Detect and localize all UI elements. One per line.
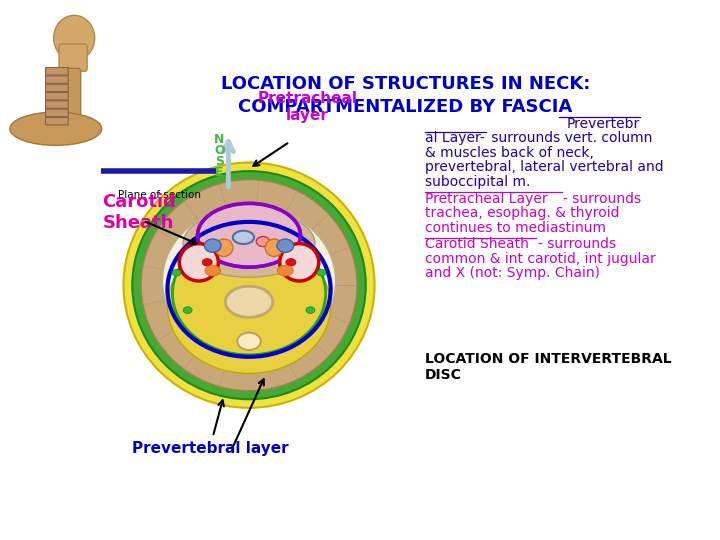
Ellipse shape — [197, 204, 300, 267]
Text: Carotid
Sheath: Carotid Sheath — [102, 193, 176, 232]
Text: - surrounds: - surrounds — [538, 238, 616, 251]
Text: prevertebral, lateral vertebral and: prevertebral, lateral vertebral and — [425, 160, 663, 174]
Ellipse shape — [225, 286, 273, 318]
Text: & muscles back of neck,: & muscles back of neck, — [425, 146, 594, 160]
Ellipse shape — [280, 244, 319, 281]
Text: COMPARTMENTALIZED BY FASCIA: COMPARTMENTALIZED BY FASCIA — [238, 98, 572, 116]
Text: continues to mediastinum: continues to mediastinum — [425, 221, 606, 235]
Ellipse shape — [277, 265, 293, 276]
Text: - surrounds: - surrounds — [562, 192, 641, 206]
Ellipse shape — [183, 210, 315, 278]
Text: al Layer-: al Layer- — [425, 131, 485, 145]
Ellipse shape — [10, 112, 102, 145]
Ellipse shape — [202, 259, 212, 266]
FancyBboxPatch shape — [45, 68, 68, 75]
Ellipse shape — [286, 259, 296, 266]
Text: O: O — [214, 144, 225, 157]
Text: Prevertebr: Prevertebr — [567, 117, 639, 131]
Text: trachea, esophag. & thyroid: trachea, esophag. & thyroid — [425, 206, 619, 220]
Ellipse shape — [265, 239, 283, 256]
Text: S: S — [215, 155, 224, 168]
FancyBboxPatch shape — [45, 92, 68, 100]
Ellipse shape — [123, 163, 374, 408]
FancyBboxPatch shape — [45, 109, 68, 117]
FancyBboxPatch shape — [59, 44, 87, 71]
Ellipse shape — [277, 239, 294, 252]
FancyBboxPatch shape — [46, 68, 81, 120]
Ellipse shape — [317, 269, 326, 276]
Ellipse shape — [205, 265, 220, 276]
Ellipse shape — [215, 239, 233, 256]
Text: N: N — [215, 133, 225, 146]
Text: Pretracheal
layer: Pretracheal layer — [258, 91, 358, 123]
Ellipse shape — [256, 237, 270, 246]
Text: Carotid Sheath: Carotid Sheath — [425, 238, 528, 251]
Text: common & int carotid, int jugular: common & int carotid, int jugular — [425, 252, 655, 266]
FancyBboxPatch shape — [45, 101, 68, 109]
Text: Prevertebral layer: Prevertebral layer — [132, 441, 288, 456]
FancyBboxPatch shape — [45, 84, 68, 92]
Ellipse shape — [132, 171, 366, 399]
Ellipse shape — [163, 206, 336, 356]
Text: Plane of section: Plane of section — [118, 190, 201, 200]
FancyBboxPatch shape — [45, 76, 68, 83]
Ellipse shape — [238, 333, 261, 350]
Text: E: E — [215, 166, 224, 179]
Ellipse shape — [179, 244, 218, 281]
Ellipse shape — [168, 239, 330, 374]
Ellipse shape — [141, 180, 357, 390]
Text: LOCATION OF INTERVERTEBRAL
DISC: LOCATION OF INTERVERTEBRAL DISC — [425, 352, 672, 382]
Ellipse shape — [306, 307, 315, 313]
FancyBboxPatch shape — [45, 117, 68, 125]
Text: LOCATION OF STRUCTURES IN NECK:: LOCATION OF STRUCTURES IN NECK: — [220, 75, 590, 93]
Ellipse shape — [53, 15, 95, 60]
Text: surrounds vert. column: surrounds vert. column — [487, 131, 652, 145]
Ellipse shape — [233, 231, 254, 244]
Text: and X (not: Symp. Chain): and X (not: Symp. Chain) — [425, 266, 600, 280]
Ellipse shape — [204, 239, 221, 252]
Text: suboccipital m.: suboccipital m. — [425, 175, 530, 189]
Ellipse shape — [183, 307, 192, 313]
Ellipse shape — [172, 269, 181, 276]
Text: Pretracheal Layer: Pretracheal Layer — [425, 192, 547, 206]
